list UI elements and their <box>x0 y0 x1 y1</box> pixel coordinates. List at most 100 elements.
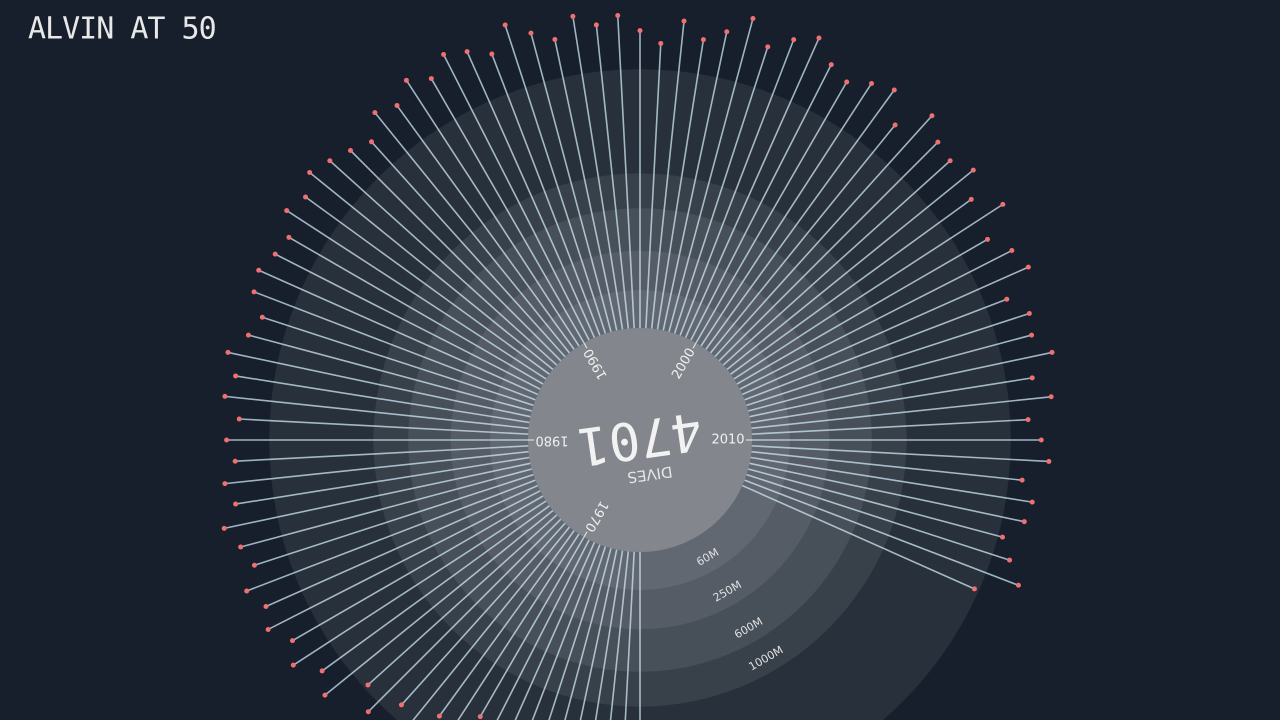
spoke-layer <box>221 12 1055 720</box>
dive-line <box>684 37 820 339</box>
dive-line <box>504 24 607 334</box>
dive-dot <box>259 314 265 320</box>
dive-line <box>695 81 848 344</box>
dive-dot <box>319 668 325 674</box>
dive-dot <box>935 139 941 145</box>
dive-dot <box>394 103 400 109</box>
dive-dot <box>1029 499 1035 505</box>
dive-dot <box>637 28 643 34</box>
dive-line <box>751 445 1049 463</box>
dive-dot <box>403 77 409 83</box>
dive-dot <box>1019 477 1025 483</box>
dive-dot <box>347 147 353 153</box>
year-tick <box>583 531 588 538</box>
dive-line <box>594 550 624 720</box>
dive-line <box>457 533 580 720</box>
dive-dot <box>289 638 295 644</box>
dive-dot <box>372 110 378 116</box>
dive-dot <box>552 37 558 43</box>
dive-line <box>747 468 1003 538</box>
dive-line <box>265 484 539 608</box>
dive-line <box>239 418 529 435</box>
year-tick <box>583 342 588 349</box>
dive-dot <box>971 586 977 592</box>
dive-dot <box>816 35 822 41</box>
dive-line <box>744 298 1008 401</box>
dive-dot <box>1000 534 1006 540</box>
dive-line <box>491 53 601 336</box>
dive-dot <box>368 139 374 145</box>
dive-dot <box>891 87 897 93</box>
dive-dot <box>245 332 251 338</box>
dive-dot <box>1038 437 1044 443</box>
year-label: 2010 <box>711 433 744 448</box>
dive-dot <box>233 373 239 379</box>
dive-dot <box>464 49 470 55</box>
dive-dot <box>615 12 621 18</box>
dive-line <box>700 83 873 347</box>
dive-dot <box>436 713 442 719</box>
dive-line <box>349 149 562 362</box>
dive-line <box>650 20 685 329</box>
dive-line <box>248 334 533 412</box>
dive-line <box>286 209 547 380</box>
dive-dot <box>225 349 231 355</box>
dive-line <box>292 500 547 666</box>
dive-dot <box>528 30 534 36</box>
dive-line <box>258 269 539 396</box>
dive-dot <box>286 234 292 240</box>
dive-line <box>370 141 566 358</box>
dive-line <box>400 522 566 706</box>
dive-dot <box>593 22 599 28</box>
dive-dot <box>236 416 242 422</box>
dive-line <box>367 518 562 713</box>
dive-line <box>749 351 1053 418</box>
dive-dot <box>224 437 230 443</box>
dive-line <box>396 105 575 350</box>
dive-line <box>690 64 832 341</box>
dive-dot <box>1009 248 1015 254</box>
dive-line <box>548 546 607 720</box>
dive-dot <box>1000 201 1006 207</box>
center-disk <box>528 328 752 552</box>
dive-dot <box>307 169 313 175</box>
dive-line <box>749 462 1025 523</box>
dive-dot <box>272 251 278 257</box>
dive-dot <box>791 37 797 43</box>
dive-dot <box>892 122 898 128</box>
dive-dot <box>365 682 371 688</box>
dive-line <box>730 198 972 375</box>
dive-dot <box>1026 310 1032 316</box>
dive-line <box>656 39 705 330</box>
year-tick <box>692 342 697 349</box>
dive-line <box>679 39 795 336</box>
dive-line <box>321 505 550 672</box>
dive-dot <box>365 709 371 715</box>
dive-line <box>479 536 585 718</box>
dive-line <box>324 509 554 696</box>
dive-line <box>405 79 580 347</box>
dive-line <box>554 39 618 331</box>
dive-line <box>741 484 975 590</box>
dive-dot <box>750 16 756 22</box>
dive-line <box>741 266 1029 396</box>
dive-line <box>254 473 534 567</box>
dive-line <box>442 54 590 341</box>
dive-line <box>367 514 558 686</box>
dive-line <box>750 377 1033 424</box>
dive-line <box>572 16 624 330</box>
dive-line <box>531 544 601 720</box>
dive-line <box>736 238 988 385</box>
dive-line <box>714 115 933 358</box>
dive-line <box>709 124 896 354</box>
dive-line <box>224 395 529 430</box>
dive-line <box>253 291 536 401</box>
dive-dot <box>968 196 974 202</box>
dive-line <box>227 351 531 418</box>
dive-line <box>668 18 754 333</box>
dive-dot <box>244 588 250 594</box>
dive-dot <box>929 113 935 119</box>
dive-line <box>726 169 974 371</box>
dive-line <box>235 375 530 424</box>
dive-line <box>292 495 544 642</box>
